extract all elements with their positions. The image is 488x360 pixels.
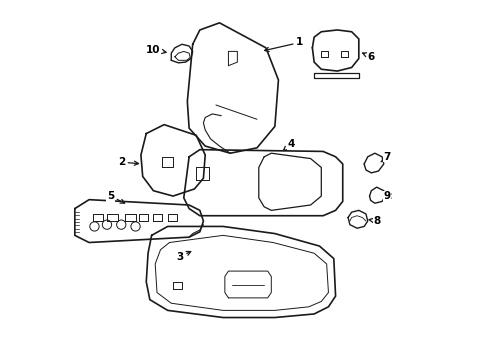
Text: 3: 3: [176, 252, 190, 262]
Text: 9: 9: [383, 191, 390, 201]
Text: 5: 5: [107, 191, 124, 203]
Text: 7: 7: [380, 152, 390, 162]
Text: 6: 6: [362, 52, 374, 62]
Text: 4: 4: [283, 139, 294, 150]
Text: 10: 10: [146, 45, 166, 55]
Text: 8: 8: [368, 216, 380, 226]
Text: 2: 2: [118, 157, 138, 167]
Text: 1: 1: [264, 37, 303, 51]
